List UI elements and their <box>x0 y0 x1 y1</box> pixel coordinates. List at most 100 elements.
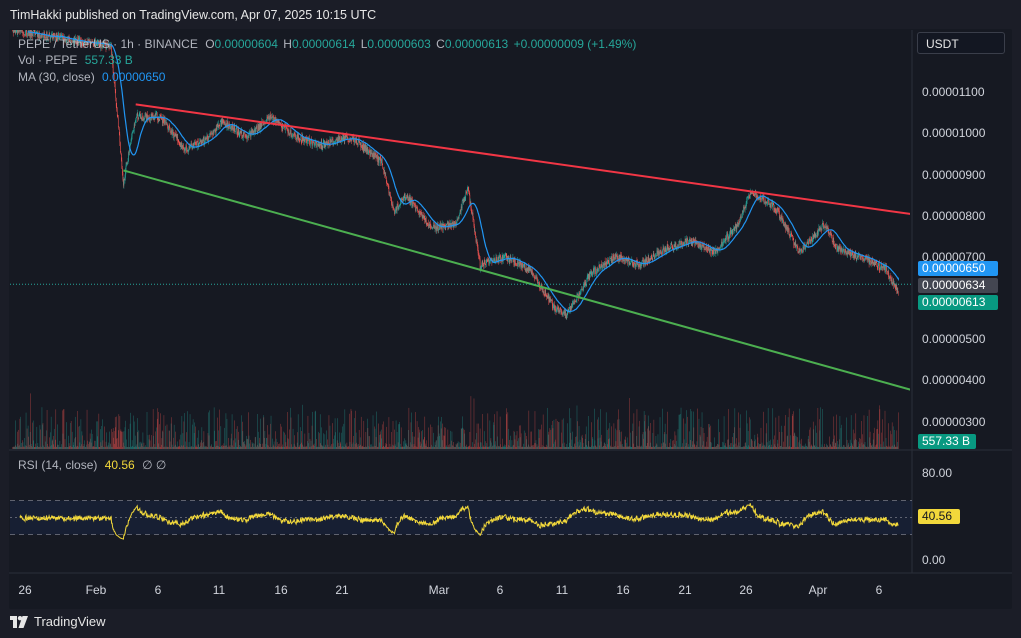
volume-bar <box>371 446 373 449</box>
candle-body <box>434 227 436 229</box>
candle-body <box>632 263 634 265</box>
volume-bar <box>42 423 44 449</box>
candle-body <box>112 55 113 65</box>
volume-bar <box>809 429 810 449</box>
volume-bar <box>490 438 492 449</box>
candle-body <box>50 36 52 38</box>
candle-body <box>462 199 463 201</box>
volume-bar <box>789 446 790 449</box>
candle-body <box>301 140 303 143</box>
candle-body <box>219 121 221 126</box>
candle-body <box>598 268 599 271</box>
volume-bar <box>507 412 509 449</box>
candle-body <box>838 246 840 251</box>
volume-bar <box>257 413 258 449</box>
volume-bar <box>404 438 405 449</box>
candle-body <box>778 209 780 212</box>
volume-bar <box>776 446 777 449</box>
volume-bar <box>505 408 507 449</box>
volume-bar <box>701 412 703 449</box>
candle-body <box>747 197 749 198</box>
volume-bar <box>871 444 873 449</box>
volume-bar <box>580 447 582 449</box>
candle-body <box>504 254 506 255</box>
volume-bar <box>235 428 237 449</box>
volume-bar <box>388 446 389 449</box>
candle-body <box>409 196 411 204</box>
candle-body <box>128 152 130 153</box>
candle-body <box>365 144 366 149</box>
volume-bar <box>623 446 625 449</box>
volume-bar <box>364 446 366 449</box>
candle-body <box>162 119 163 123</box>
volume-bar <box>673 446 675 449</box>
volume-bar <box>347 446 349 449</box>
volume-bar <box>618 409 619 449</box>
volume-bar <box>113 431 115 449</box>
volume-bar <box>805 445 807 449</box>
volume-bar <box>774 435 775 449</box>
candle-body <box>25 30 27 31</box>
candle-body <box>449 223 450 226</box>
candle-body <box>428 224 430 226</box>
volume-bar <box>670 439 672 449</box>
candle-body <box>826 225 828 229</box>
candle-body <box>64 37 65 43</box>
volume-bar <box>565 446 566 449</box>
candle-body <box>525 267 527 271</box>
volume-bar <box>477 442 479 449</box>
candle-body <box>511 259 512 261</box>
candle-body <box>772 203 774 204</box>
volume-bar <box>479 446 480 449</box>
volume-bar <box>612 447 614 449</box>
volume-bar <box>498 445 499 449</box>
candle-body <box>454 221 455 226</box>
volume-bar <box>429 446 430 449</box>
candle-body <box>791 233 792 235</box>
chart-panel[interactable] <box>9 29 1012 609</box>
candle-body <box>48 35 49 37</box>
candle-body <box>395 209 396 212</box>
candle-body <box>162 116 164 123</box>
volume-bar <box>397 447 398 449</box>
volume-bar <box>581 434 583 449</box>
candle-body <box>134 121 136 125</box>
volume-bar <box>757 437 759 449</box>
candle-body <box>667 247 669 250</box>
volume-bar <box>294 435 295 449</box>
candle-body <box>79 39 80 43</box>
volume-bar <box>711 442 713 449</box>
volume-bar <box>565 446 567 449</box>
candle-body <box>502 255 503 261</box>
volume-bar <box>17 431 18 449</box>
candle-body <box>20 30 21 32</box>
volume-bar <box>228 446 230 449</box>
volume-bar <box>685 446 686 449</box>
candle-body <box>738 222 739 225</box>
volume-bar <box>324 434 326 449</box>
candle-body <box>745 206 746 209</box>
volume-bar <box>612 446 613 449</box>
candle-body <box>553 305 554 309</box>
candle-body <box>270 117 272 119</box>
volume-bar <box>684 423 686 449</box>
candle-body <box>38 32 40 38</box>
volume-bar <box>891 446 892 449</box>
volume-bar <box>535 440 537 449</box>
volume-bar <box>844 446 845 449</box>
candle-body <box>99 44 101 48</box>
volume-bar <box>628 398 630 449</box>
candle-body <box>292 136 293 137</box>
candle-body <box>575 300 576 302</box>
candle-body <box>825 226 826 228</box>
candle-body <box>28 31 29 36</box>
candle-body <box>315 141 317 143</box>
volume-bar <box>394 444 396 449</box>
volume-bar <box>620 441 621 449</box>
volume-bar <box>515 446 516 449</box>
volume-bar <box>468 445 469 449</box>
candle-body <box>247 136 249 138</box>
volume-bar <box>824 446 826 449</box>
candle-body <box>569 306 571 308</box>
